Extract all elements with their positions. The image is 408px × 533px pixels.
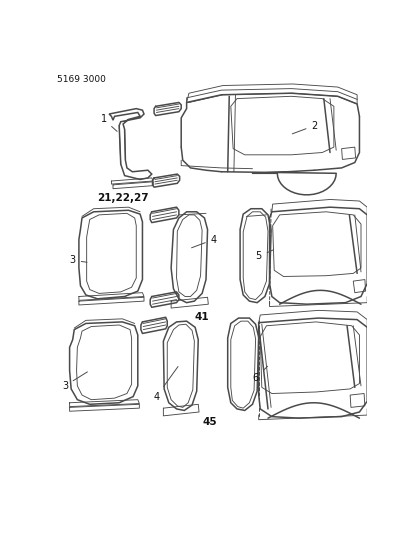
Text: 45: 45 [203,417,217,426]
Text: 4: 4 [191,235,217,248]
Text: 1: 1 [101,115,117,132]
Text: 6: 6 [253,366,268,383]
Text: 41: 41 [194,312,209,322]
Text: 3: 3 [62,372,87,391]
Text: 5: 5 [255,250,273,262]
Text: 2: 2 [292,120,317,134]
Text: 21,22,27: 21,22,27 [98,193,149,203]
Text: 4: 4 [153,367,178,401]
Text: 3: 3 [70,255,87,265]
Text: 5169 3000: 5169 3000 [57,75,106,84]
